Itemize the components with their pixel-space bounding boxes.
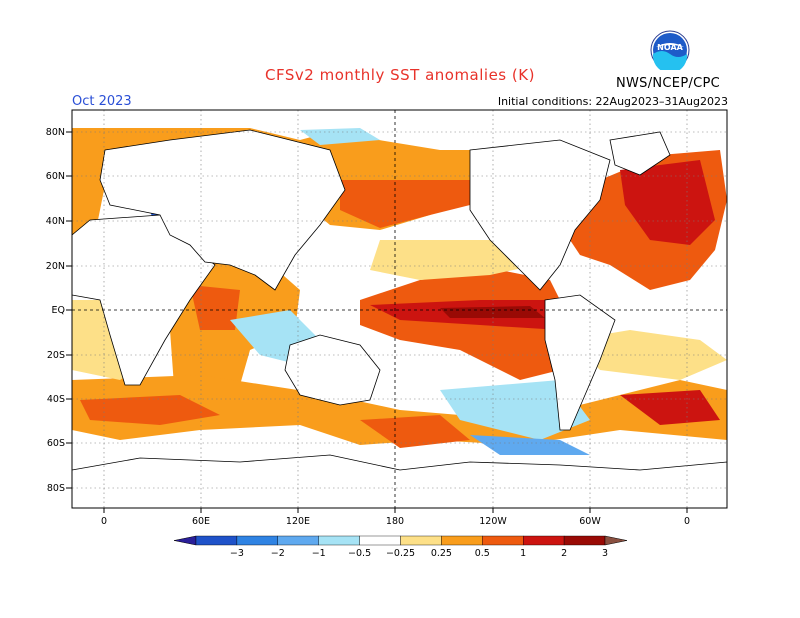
initial-conditions-label: Initial conditions: 22Aug2023–31Aug2023 <box>497 95 728 108</box>
lon-label: 60E <box>192 516 210 527</box>
south-america-outline <box>544 294 616 431</box>
lon-label: 120E <box>286 516 310 527</box>
lat-label: 60S <box>47 438 65 449</box>
colorbar-swatch <box>482 535 524 546</box>
lon-label: 0 <box>101 516 107 527</box>
map-area: 80N 60N 40N 20N EQ 20S 40S 60S 80S 0 60E… <box>46 109 728 527</box>
lat-label: EQ <box>52 305 65 316</box>
chart-title: CFSv2 monthly SST anomalies (K) <box>265 66 535 84</box>
lat-label: 40N <box>46 216 65 227</box>
lon-label: 180 <box>386 516 404 527</box>
lat-label: 20S <box>47 350 65 361</box>
agency-label: NWS/NCEP/CPC <box>616 76 721 91</box>
colorbar-swatch <box>400 535 442 546</box>
colorbar-tick-label: 1 <box>520 548 526 559</box>
colorbar-swatch <box>523 535 565 546</box>
lat-label: 80S <box>47 483 65 494</box>
colorbar-swatch <box>277 535 319 546</box>
lon-label: 0 <box>684 516 690 527</box>
lat-label: 60N <box>46 171 65 182</box>
colorbar-tick-label: −2 <box>271 548 285 559</box>
colorbar-swatch <box>441 535 483 546</box>
antarctica-outline <box>72 454 727 508</box>
svg-text:NOAA: NOAA <box>657 43 683 52</box>
colorbar-tick-label: 2 <box>561 548 567 559</box>
coastlines <box>72 129 727 508</box>
colorbar-tick-label: −3 <box>230 548 244 559</box>
lat-label: 40S <box>47 394 65 405</box>
colorbar-tick-label: −0.5 <box>348 548 371 559</box>
lon-label: 120W <box>479 516 507 527</box>
australia-outline <box>284 334 381 406</box>
eurasia-outline <box>99 129 346 291</box>
graticule <box>72 110 727 508</box>
colorbar-swatch <box>359 535 401 546</box>
colorbar-swatch <box>195 535 238 546</box>
lat-label: 20N <box>46 261 65 272</box>
colorbar-swatch <box>318 535 360 546</box>
colorbar-tick-label: 0.25 <box>431 548 452 559</box>
colorbar-tick-label: −1 <box>312 548 326 559</box>
colorbar-swatch <box>563 535 606 546</box>
noaa-logo-icon: NOAA <box>650 30 690 70</box>
greenland-outline <box>609 131 671 176</box>
lat-label: 80N <box>46 127 65 138</box>
colorbar-tick-label: 0.5 <box>475 548 490 559</box>
colorbar-tick-label: −0.25 <box>386 548 415 559</box>
colorbar-low-triangle <box>173 535 197 546</box>
north-america-outline <box>469 139 611 291</box>
colorbar-tick-label: 3 <box>602 548 608 559</box>
colorbar-high-triangle <box>604 535 628 546</box>
colorbar: −3 −2 −1 −0.5 −0.25 0.25 0.5 1 2 3 <box>173 535 628 559</box>
lon-label: 60W <box>579 516 601 527</box>
colorbar-swatch <box>236 535 278 546</box>
map-frame <box>71 109 728 509</box>
forecast-month-label: Oct 2023 <box>72 94 132 109</box>
